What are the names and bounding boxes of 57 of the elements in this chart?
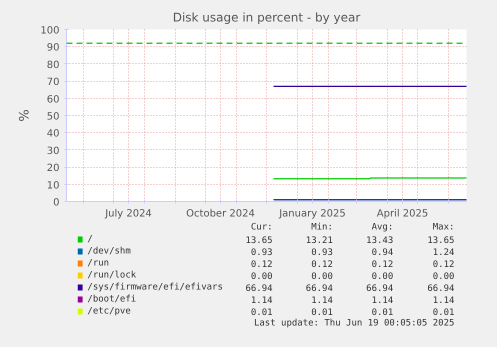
text: 1.14	[372, 296, 394, 306]
y-tick-label: 40	[46, 128, 60, 140]
x-tick-label: October 2024	[186, 208, 255, 220]
chart-title: Disk usage in percent - by year	[172, 10, 360, 24]
text: 0.12	[432, 260, 454, 270]
text: 0.00	[250, 272, 273, 282]
text: 13.21	[306, 236, 333, 246]
text: 0.00	[372, 272, 394, 282]
text: 0.94	[372, 248, 394, 258]
text: 66.94	[245, 284, 273, 294]
text: 0.01	[250, 308, 273, 318]
y-tick-label: 10	[46, 180, 60, 192]
text: 0.01	[372, 308, 394, 318]
x-tick-label: April 2025	[376, 208, 428, 220]
text: 1.14	[311, 296, 333, 306]
y-tick-label: 60	[46, 94, 60, 106]
y-tick-label: 0	[53, 198, 60, 208]
legend-label: /run	[87, 258, 110, 268]
text: 66.94	[366, 284, 394, 294]
text: Min:	[311, 222, 333, 232]
text: 1.24	[432, 248, 454, 258]
text: Max:	[432, 222, 454, 232]
x-tick-label: July 2024	[104, 208, 152, 220]
text: 0.00	[432, 272, 454, 282]
text: 0.01	[311, 308, 333, 318]
text: Cur:	[250, 222, 273, 232]
text: 0.12	[311, 260, 333, 270]
legend-label: /etc/pve	[87, 306, 131, 316]
y-tick-label: 90	[46, 42, 60, 54]
y-tick-label: 70	[46, 77, 60, 88]
text: 13.65	[245, 236, 273, 246]
text: 0.93	[311, 248, 333, 258]
text: Avg:	[372, 222, 394, 232]
y-tick-label: 80	[46, 60, 60, 71]
y-tick-label: 20	[46, 163, 60, 174]
legend-label: /dev/shm	[87, 246, 131, 256]
y-axis-title: %	[17, 109, 32, 122]
x-tick-label: January 2025	[278, 208, 346, 220]
text: 0.93	[250, 248, 273, 258]
text: 0.12	[250, 260, 273, 270]
text: 1.14	[250, 296, 273, 306]
legend-label: /boot/efi	[87, 294, 136, 304]
text: 66.94	[306, 284, 333, 294]
text: 0.12	[372, 260, 394, 270]
legend-label: /	[87, 234, 93, 244]
y-tick-label: 100	[40, 26, 60, 36]
y-tick-label: 30	[46, 146, 60, 157]
y-tick-label: 50	[46, 112, 60, 122]
text: 13.43	[366, 236, 394, 246]
text: 0.01	[432, 308, 454, 318]
legend-label: /sys/firmware/efi/efivars	[87, 282, 223, 292]
text: 0.00	[311, 272, 333, 282]
text: 1.14	[432, 296, 454, 306]
text: Last update: Thu Jun 19 00:05:05 2025	[254, 318, 454, 328]
text: 66.94	[427, 284, 454, 294]
text: 13.65	[427, 236, 454, 246]
legend-label: /run/lock	[87, 270, 137, 280]
